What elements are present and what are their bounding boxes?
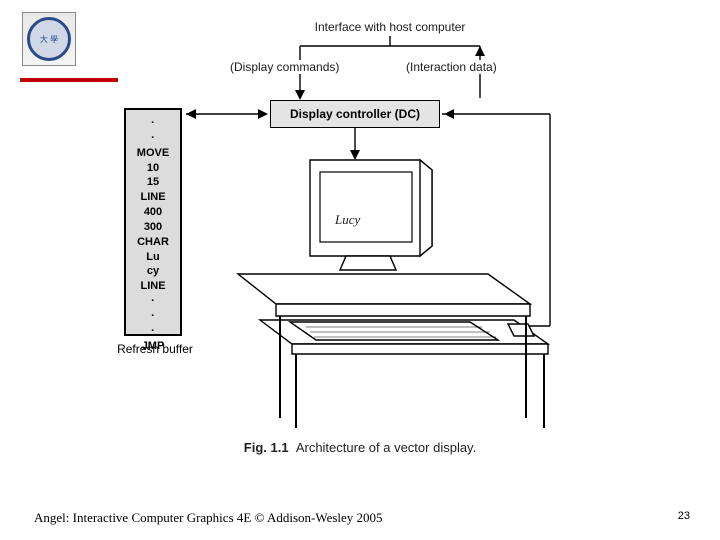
university-logo: 大 學 <box>22 12 76 66</box>
screen-text: Lucy <box>335 212 360 228</box>
figure-caption: Fig. 1.1 Architecture of a vector displa… <box>0 440 720 455</box>
footer-credit: Angel: Interactive Computer Graphics 4E … <box>34 510 383 526</box>
computer-illustration <box>110 20 630 450</box>
red-divider <box>20 78 118 82</box>
page-number: 23 <box>678 510 690 522</box>
caption-text: Architecture of a vector display. <box>296 440 476 455</box>
architecture-diagram: Interface with host computer (Display co… <box>110 20 630 450</box>
logo-glyph: 大 學 <box>27 17 71 61</box>
caption-fig-number: Fig. 1.1 <box>244 440 289 455</box>
